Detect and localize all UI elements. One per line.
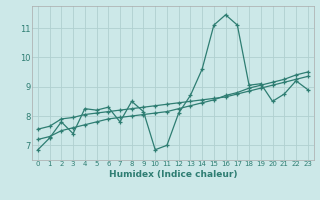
X-axis label: Humidex (Indice chaleur): Humidex (Indice chaleur) — [108, 170, 237, 179]
